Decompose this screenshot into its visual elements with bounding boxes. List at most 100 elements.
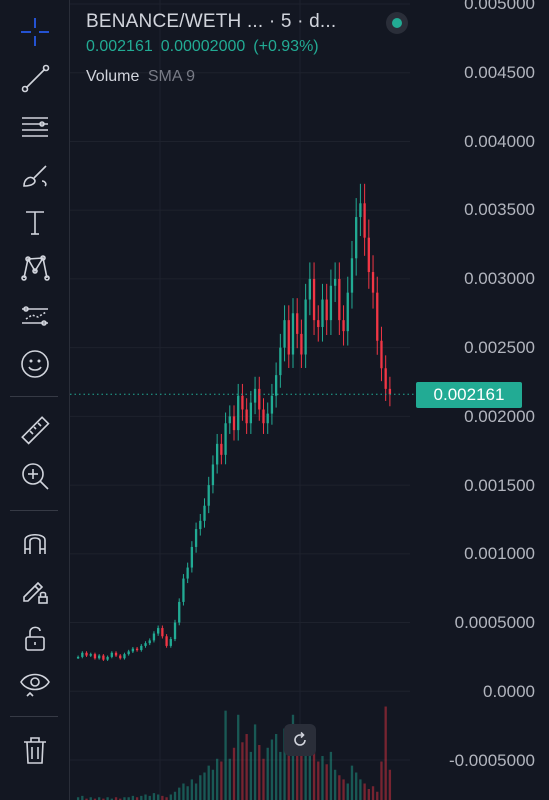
candle-body xyxy=(237,395,240,431)
candle-body xyxy=(380,340,383,369)
volume-bar xyxy=(131,795,135,800)
candle-body xyxy=(135,648,139,651)
trend-line-icon[interactable] xyxy=(12,58,58,98)
volume-bar xyxy=(182,783,185,800)
candle-body xyxy=(131,648,135,652)
volume-bar xyxy=(93,798,97,800)
trash-icon[interactable] xyxy=(12,730,58,770)
price-axis-label: 0.004000 xyxy=(464,131,535,151)
eye-icon[interactable] xyxy=(12,664,58,704)
candle-body xyxy=(165,636,168,646)
volume-indicator-label[interactable]: Volume xyxy=(86,68,140,85)
candle-body xyxy=(89,654,92,656)
price-axis-label: 0.0000 xyxy=(483,682,535,701)
volume-bar xyxy=(85,798,88,800)
price-axis-label: 0.001000 xyxy=(464,544,535,564)
candle-body xyxy=(102,655,105,660)
ruler-icon[interactable] xyxy=(12,410,58,450)
volume-bar xyxy=(279,751,282,800)
volume-bar xyxy=(321,756,324,800)
toolbar-separator xyxy=(10,510,58,511)
lock-drawing-icon[interactable] xyxy=(12,570,58,610)
candle-body xyxy=(363,203,366,238)
volume-bar xyxy=(245,734,248,800)
volume-bar xyxy=(148,795,151,800)
volume-bar xyxy=(266,747,269,800)
candle-body xyxy=(157,628,160,634)
candle-body xyxy=(228,416,231,424)
volume-bar xyxy=(220,761,223,800)
price-chart[interactable] xyxy=(70,0,549,800)
candle-body xyxy=(325,299,328,321)
candle-body xyxy=(321,299,324,328)
crosshair-icon[interactable] xyxy=(12,12,58,52)
candle-body xyxy=(161,628,164,637)
volume-bar xyxy=(169,794,172,800)
candle-body xyxy=(76,656,80,659)
volume-bar xyxy=(232,747,236,800)
market-status-icon[interactable] xyxy=(386,12,408,34)
current-price-tag: 0.002161 xyxy=(416,382,522,408)
toolbar-separator xyxy=(10,396,58,397)
candle-body xyxy=(106,656,109,660)
candle-body xyxy=(266,413,269,424)
candle-body xyxy=(367,237,370,273)
volume-bar xyxy=(317,761,320,800)
zoom-in-icon[interactable] xyxy=(12,456,58,496)
candle-body xyxy=(127,651,130,655)
volume-bar xyxy=(140,795,143,800)
candle-body xyxy=(333,278,337,286)
volume-bar xyxy=(304,736,307,800)
volume-bar xyxy=(215,758,219,800)
legend-change-pct: (+0.93%) xyxy=(253,38,319,55)
volume-bar xyxy=(333,769,337,800)
candle-body xyxy=(194,529,198,547)
candle-body xyxy=(346,292,349,332)
forecast-icon[interactable] xyxy=(12,296,58,336)
volume-bar xyxy=(144,794,147,800)
volume-bar xyxy=(114,797,118,800)
volume-bar xyxy=(367,789,370,800)
unlock-icon[interactable] xyxy=(12,618,58,658)
emoji-icon[interactable] xyxy=(12,344,58,384)
volume-bar xyxy=(376,791,379,800)
volume-bar xyxy=(384,706,387,800)
legend-price: 0.002161 xyxy=(86,38,153,55)
horizontal-lines-icon[interactable] xyxy=(12,106,58,146)
volume-bar xyxy=(350,765,354,800)
volume-bar xyxy=(300,747,303,800)
magnet-icon[interactable] xyxy=(12,522,58,562)
volume-bar xyxy=(207,765,210,800)
price-axis-label: 0.002000 xyxy=(464,406,535,426)
candle-body xyxy=(98,655,101,659)
chart-area[interactable]: BENANCE/WETH ... · 5 · d... 0.002161 0.0… xyxy=(70,0,549,800)
symbol-title[interactable]: BENANCE/WETH ... · 5 · d... xyxy=(86,11,337,32)
brush-icon[interactable] xyxy=(12,156,58,196)
volume-bar xyxy=(157,794,160,800)
candle-body xyxy=(384,368,387,389)
volume-bar xyxy=(106,797,109,800)
candle-body xyxy=(342,320,345,332)
candle-body xyxy=(274,375,278,396)
candle-body xyxy=(388,388,392,395)
candle-body xyxy=(283,320,286,348)
volume-bar xyxy=(338,775,341,800)
volume-bar xyxy=(203,772,206,800)
price-axis-label: 0.001500 xyxy=(464,475,535,495)
volume-bar xyxy=(342,779,345,800)
volume-bar xyxy=(380,761,383,800)
candle-body xyxy=(329,285,333,321)
text-icon[interactable] xyxy=(12,202,58,242)
candle-body xyxy=(279,347,282,376)
candle-body xyxy=(376,292,379,341)
reset-chart-button[interactable] xyxy=(284,724,316,756)
price-axis-label: -0.0005000 xyxy=(448,750,535,770)
price-axis-label: 0.004500 xyxy=(464,62,535,82)
candle-body xyxy=(355,217,358,259)
pattern-icon[interactable] xyxy=(12,248,58,288)
candle-body xyxy=(359,203,362,218)
candle-body xyxy=(152,633,156,641)
volume-bar xyxy=(224,710,227,800)
candle-body xyxy=(304,299,307,355)
candle-body xyxy=(253,388,257,403)
